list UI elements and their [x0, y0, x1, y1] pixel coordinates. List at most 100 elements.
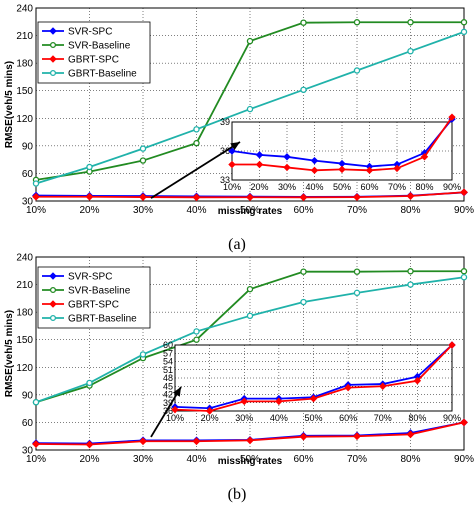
y-tick-label: 60 [22, 169, 34, 180]
data-point [193, 336, 200, 343]
x-tick-label: 60% [293, 205, 313, 216]
data-point [193, 328, 200, 335]
legend-entry: SVR-SPC [68, 272, 112, 283]
inset-x-tick-label: 80% [415, 182, 433, 192]
inset-x-tick-label: 60% [339, 413, 357, 423]
data-point [300, 298, 307, 306]
x-tick-label: 80% [400, 205, 420, 216]
y-tick-label: 210 [16, 31, 33, 42]
data-point [228, 160, 236, 169]
x-tick-label: 50% [240, 454, 260, 465]
y-tick-label: 210 [16, 280, 33, 291]
data-point [246, 37, 254, 45]
data-point [240, 397, 248, 406]
data-point [49, 41, 57, 49]
y-tick-label: 90 [22, 141, 34, 152]
legend: SVR-SPC SVR-Baseline GBRT-SPC GBRT-Baseline [37, 21, 151, 84]
inset-y-tick-label: 48 [163, 373, 173, 383]
arrow-head [230, 142, 240, 151]
x-tick-label: 30% [133, 454, 153, 465]
data-point [193, 139, 200, 147]
data-point [344, 383, 352, 392]
data-point [255, 151, 264, 159]
inset-x-tick-label: 50% [333, 182, 351, 192]
inset-x-tick-label: 90% [443, 413, 461, 423]
data-point [246, 285, 254, 293]
inset-x-tick-label: 60% [360, 182, 378, 192]
legend-entry: GBRT-SPC [68, 300, 119, 311]
data-point [49, 69, 57, 77]
data-point [246, 436, 254, 445]
series-gbrt-spc [32, 188, 468, 202]
data-point [353, 432, 361, 441]
data-point [283, 163, 291, 172]
inset-x-tick-label: 70% [374, 413, 392, 423]
y-tick-label: 30 [22, 446, 34, 457]
data-point [32, 440, 40, 448]
x-tick-label: 10% [26, 454, 46, 465]
data-point [299, 432, 308, 441]
inset-x-tick-label: 30% [278, 182, 296, 192]
data-point [283, 153, 291, 161]
data-point [299, 193, 308, 202]
data-point [310, 166, 319, 175]
data-point [460, 274, 468, 281]
inset-y-tick-label: 45 [163, 381, 173, 391]
data-point [49, 314, 57, 322]
legend-entry: GBRT-SPC [68, 55, 119, 66]
data-point [353, 193, 361, 202]
data-point [460, 19, 468, 26]
data-point [255, 160, 264, 169]
data-point [460, 28, 468, 36]
data-point [448, 113, 456, 121]
data-point [86, 379, 93, 387]
arrow-head [172, 387, 181, 397]
x-tick-label: 40% [186, 205, 206, 216]
inset-series-gbrt-spc [171, 341, 456, 415]
x-axis-label: missing rates [218, 456, 283, 467]
data-point [85, 440, 94, 449]
data-point [246, 193, 254, 202]
inset-y-tick-label: 51 [163, 365, 173, 375]
x-tick-label: 90% [454, 454, 474, 465]
y-tick-label: 150 [16, 86, 33, 97]
x-tick-label: 60% [293, 454, 313, 465]
inset-y-tick-label: 42 [163, 390, 173, 400]
inset-y-tick-label: 39 [220, 117, 230, 127]
inset-y-tick-label: 39 [163, 398, 173, 408]
data-point [338, 165, 346, 174]
legend-entry: SVR-SPC [68, 27, 112, 38]
series-gbrt-spc [32, 418, 468, 449]
y-tick-label: 60 [22, 418, 34, 429]
data-point [393, 164, 401, 173]
data-point [139, 145, 147, 152]
inset-plot: 33363910%20%30%40%50%60%70%80%90% [220, 113, 461, 192]
series-gbrt-baseline [32, 274, 468, 406]
data-point [205, 407, 214, 415]
data-point [32, 180, 40, 187]
inset-x-tick-label: 10% [166, 413, 184, 423]
data-point [309, 394, 318, 403]
y-tick-label: 120 [16, 114, 33, 125]
inset-series-svr-spc [228, 115, 456, 171]
x-tick-label: 20% [79, 454, 99, 465]
inset-y-tick-label: 57 [163, 348, 173, 358]
data-point [246, 312, 254, 320]
data-point [192, 193, 201, 202]
panel-caption: (a) [228, 236, 246, 253]
data-point [228, 147, 236, 155]
x-tick-label: 90% [454, 205, 474, 216]
y-tick-label: 180 [16, 308, 33, 319]
inset-y-tick-label: 54 [163, 357, 173, 367]
zoom-arrow [150, 386, 182, 438]
data-point [460, 268, 468, 275]
data-point [49, 272, 57, 280]
arrow-shaft [150, 141, 241, 199]
series-svr-baseline [32, 19, 468, 184]
x-tick-label: 50% [240, 205, 260, 216]
data-point [353, 268, 361, 275]
data-point [353, 289, 361, 297]
data-point [32, 398, 40, 406]
data-point [300, 86, 307, 94]
data-point [275, 397, 283, 406]
